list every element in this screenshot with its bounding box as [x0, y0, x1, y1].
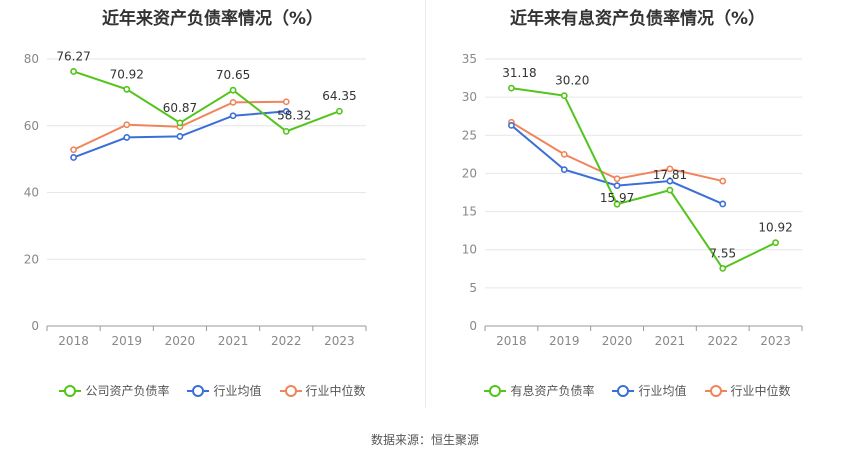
- chart-panel-interest-debt-ratio: 近年来有息资产负债率情况（%） 0 5 10 15 20 25 30 35 2018 2019 20…: [425, 0, 850, 410]
- data-label: 64.35: [322, 89, 356, 103]
- y-tick-label: 60: [24, 119, 39, 133]
- y-tick-label: 15: [462, 205, 477, 219]
- data-point: [666, 186, 674, 194]
- chart-title: 近年来有息资产负债率情况（%）: [509, 9, 766, 29]
- legend-label: 行业中位数: [305, 384, 366, 398]
- line-chart-interest-debt-ratio: 0 5 10 15 20 25 30 35 2018 2019 2020 2021 2022 2023 31…: [462, 52, 803, 348]
- data-point: [613, 200, 621, 208]
- data-point: [613, 175, 621, 183]
- data-point: [229, 112, 237, 120]
- legend-marker-icon: [59, 384, 82, 398]
- data-point: [560, 92, 568, 100]
- data-point: [176, 133, 184, 140]
- data-point: [560, 150, 568, 158]
- data-point: [229, 86, 237, 94]
- data-point: [123, 134, 131, 141]
- x-tick-label: 2021: [655, 334, 686, 348]
- data-point: [70, 146, 77, 154]
- data-point: [282, 127, 290, 135]
- x-tick-label: 2021: [218, 334, 249, 348]
- data-source-note: 数据来源：恒生聚源: [370, 433, 479, 447]
- legend-item[interactable]: 行业中位数: [279, 382, 366, 399]
- panel-divider: [425, 0, 426, 408]
- data-point: [508, 121, 515, 129]
- chart-panel-debt-ratio: 近年来资产负债率情况（%） 0 20 40 60 80 2018 2019 2020 2021 2…: [0, 0, 425, 410]
- data-point: [719, 265, 727, 272]
- data-label: 70.92: [110, 67, 144, 81]
- data-point: [123, 121, 131, 129]
- data-label: 58.32: [277, 108, 311, 122]
- legend-label: 公司资产负债率: [85, 384, 170, 398]
- series-line: [511, 87, 777, 270]
- y-tick-label: 0: [469, 319, 477, 333]
- data-point: [123, 85, 131, 93]
- data-label: 31.18: [502, 66, 536, 80]
- legend-marker-icon: [704, 384, 727, 398]
- x-tick-label: 2020: [602, 334, 633, 348]
- y-tick-label: 80: [24, 52, 39, 66]
- data-label: 7.55: [709, 246, 736, 260]
- y-tick-label: 20: [24, 252, 39, 266]
- legend-marker-icon: [612, 384, 635, 398]
- data-point: [282, 107, 290, 115]
- x-tick-label: 2018: [58, 334, 89, 348]
- y-tick-label: 5: [469, 281, 477, 295]
- chart-title: 近年来资产负债率情况（%）: [101, 9, 324, 29]
- legend-item[interactable]: 行业均值: [187, 382, 262, 399]
- x-tick-label: 2020: [165, 334, 196, 348]
- data-point: [666, 165, 674, 173]
- legend-item[interactable]: 公司资产负债率: [59, 382, 169, 399]
- data-point: [70, 154, 77, 161]
- y-tick-label: 0: [31, 319, 39, 333]
- x-tick-label: 2018: [496, 334, 527, 348]
- legend-item[interactable]: 有息资产负债率: [484, 382, 594, 399]
- data-label: 60.87: [163, 101, 197, 115]
- data-label: 15.97: [600, 191, 634, 205]
- y-tick-label: 30: [462, 90, 477, 104]
- data-label: 10.92: [758, 221, 792, 235]
- legend-marker-icon: [187, 384, 210, 398]
- chart-legend: 公司资产负债率 行业均值 行业中位数: [0, 382, 425, 399]
- data-point: [613, 182, 621, 190]
- x-tick-label: 2023: [324, 334, 355, 348]
- legend-marker-icon: [279, 384, 302, 398]
- data-point: [508, 84, 515, 92]
- series-line: [73, 70, 340, 133]
- legend-item[interactable]: 行业中位数: [704, 382, 791, 399]
- data-label: 76.27: [56, 49, 90, 63]
- data-point: [176, 119, 184, 127]
- x-tick-label: 2023: [760, 334, 791, 348]
- data-point: [336, 107, 343, 115]
- data-point: [70, 68, 77, 75]
- legend-item[interactable]: 行业均值: [612, 382, 687, 399]
- x-tick-label: 2022: [707, 334, 738, 348]
- x-tick-label: 2019: [549, 334, 580, 348]
- data-point: [229, 98, 237, 106]
- y-tick-label: 40: [24, 186, 39, 200]
- legend-marker-icon: [484, 384, 507, 398]
- data-point: [719, 177, 727, 185]
- legend-label: 有息资产负债率: [510, 384, 595, 398]
- data-label: 70.65: [216, 68, 250, 82]
- y-tick-label: 20: [462, 166, 477, 180]
- data-label: 30.20: [555, 74, 589, 88]
- y-tick-label: 35: [462, 52, 477, 66]
- x-tick-label: 2022: [271, 334, 302, 348]
- data-label: 17.81: [653, 168, 687, 182]
- legend-label: 行业均值: [213, 384, 262, 398]
- data-point: [772, 239, 779, 247]
- data-point: [666, 177, 674, 185]
- y-tick-label: 10: [462, 243, 477, 257]
- legend-label: 行业均值: [638, 384, 687, 398]
- legend-label: 行业中位数: [730, 384, 791, 398]
- x-tick-label: 2019: [111, 334, 142, 348]
- data-point: [560, 166, 568, 174]
- data-point: [719, 200, 727, 208]
- y-tick-label: 25: [462, 128, 477, 142]
- line-chart-debt-ratio: 0 20 40 60 80 2018 2019 2020 2021 2022 2023 76.27 70…: [24, 49, 367, 348]
- chart-legend: 有息资产负债率 行业均值 行业中位数: [425, 382, 850, 399]
- data-point: [282, 98, 290, 106]
